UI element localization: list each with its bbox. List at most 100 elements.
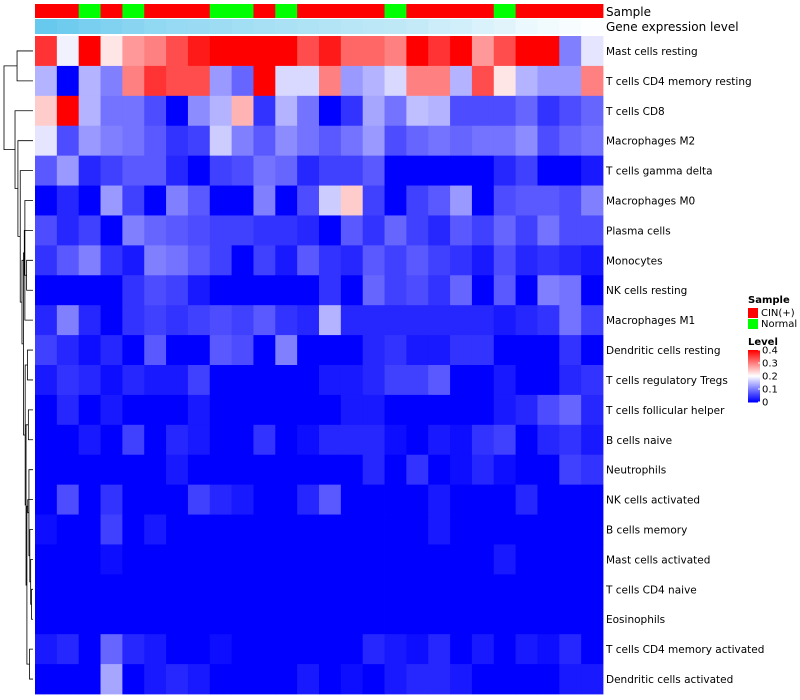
heatmap-cell bbox=[537, 215, 560, 246]
heatmap-cell bbox=[319, 365, 342, 396]
heatmap-cell bbox=[253, 544, 276, 575]
heatmap-cell bbox=[253, 574, 276, 605]
heatmap-cell bbox=[231, 185, 254, 216]
heatmap-cell bbox=[581, 245, 604, 276]
sample-annotation-cell bbox=[78, 4, 101, 18]
heatmap-cell bbox=[297, 365, 320, 396]
heatmap-cell bbox=[362, 544, 385, 575]
heatmap-cell bbox=[450, 36, 473, 67]
legend-colorbar-step bbox=[748, 362, 760, 364]
heatmap-cell bbox=[515, 65, 538, 97]
heatmap-cell bbox=[537, 125, 560, 157]
heatmap-cell bbox=[319, 394, 342, 426]
heatmap-cell bbox=[340, 305, 364, 336]
heatmap-cell bbox=[406, 424, 429, 456]
heatmap-cell bbox=[297, 305, 320, 336]
heatmap-cell bbox=[209, 394, 233, 426]
heatmap-cell bbox=[166, 604, 189, 635]
legend-colorbar-step bbox=[748, 380, 760, 382]
heatmap-cell bbox=[166, 36, 189, 67]
heatmap-cell bbox=[253, 185, 276, 216]
sample-annotation-cell bbox=[537, 4, 560, 18]
heatmap-cell bbox=[297, 604, 320, 635]
heatmap-cell bbox=[537, 664, 560, 695]
row-label: Macrophages M2 bbox=[606, 136, 695, 148]
sample-annotation-cell bbox=[428, 4, 451, 18]
heatmap-cell bbox=[559, 305, 582, 336]
heatmap-cell bbox=[537, 305, 560, 336]
legend-colorbar-step bbox=[748, 368, 760, 370]
heatmap-cell bbox=[406, 664, 429, 695]
heatmap-cell bbox=[406, 394, 429, 426]
heatmap-cell bbox=[406, 95, 429, 127]
heatmap-cell bbox=[340, 365, 364, 396]
heatmap-cell bbox=[100, 215, 123, 246]
heatmap-cell bbox=[493, 215, 517, 246]
heatmap-cell bbox=[493, 514, 517, 545]
heatmap-cell bbox=[231, 305, 254, 336]
heatmap-cell bbox=[35, 544, 58, 575]
heatmap-cell bbox=[428, 424, 451, 456]
legend-colorbar-step bbox=[748, 371, 760, 373]
heatmap-cell bbox=[231, 604, 254, 635]
gene-expression-annotation-cell bbox=[122, 19, 145, 34]
heatmap-cell bbox=[493, 634, 517, 665]
row-label: Mast cells resting bbox=[606, 46, 698, 58]
legend-colorbar-step bbox=[748, 384, 760, 386]
heatmap-cell bbox=[35, 125, 58, 157]
heatmap-cell bbox=[340, 514, 364, 545]
heatmap-cell bbox=[231, 574, 254, 605]
heatmap-cell bbox=[56, 36, 80, 67]
heatmap-cell bbox=[297, 664, 320, 695]
heatmap-cell bbox=[406, 454, 429, 486]
heatmap-cell bbox=[187, 215, 211, 246]
heatmap-cell bbox=[187, 394, 211, 426]
heatmap-cell bbox=[253, 36, 276, 67]
legend-colorbar-step bbox=[748, 364, 760, 366]
sample-annotation-cell bbox=[166, 4, 189, 18]
heatmap-cell bbox=[253, 305, 276, 336]
heatmap-cell bbox=[253, 454, 276, 486]
sample-annotation-cell bbox=[275, 4, 298, 18]
sample-annotation-cell bbox=[406, 4, 429, 18]
heatmap-cell bbox=[166, 245, 189, 276]
heatmap-cell bbox=[428, 484, 451, 515]
dendrogram-branch bbox=[27, 409, 33, 441]
heatmap-cell bbox=[275, 484, 298, 515]
heatmap-cell bbox=[581, 634, 604, 665]
heatmap-cell bbox=[35, 305, 58, 336]
heatmap-cell bbox=[471, 634, 495, 665]
row-label: T cells CD4 memory resting bbox=[605, 76, 752, 88]
heatmap-cell bbox=[275, 634, 298, 665]
heatmap-cell bbox=[319, 454, 342, 486]
heatmap-cell bbox=[231, 394, 254, 426]
heatmap-cell bbox=[428, 215, 451, 246]
heatmap-cell bbox=[537, 365, 560, 396]
heatmap-cell bbox=[297, 394, 320, 426]
heatmap-cell bbox=[362, 155, 385, 186]
dendrogram-branch bbox=[26, 259, 33, 291]
heatmap-cell bbox=[493, 484, 517, 515]
gene-expression-annotation-cell bbox=[450, 19, 473, 34]
heatmap-cell bbox=[231, 424, 254, 456]
heatmap-cell bbox=[559, 155, 582, 186]
heatmap-cell bbox=[362, 305, 385, 336]
heatmap-cell bbox=[384, 36, 407, 67]
legend-colorbar-step bbox=[748, 365, 760, 367]
heatmap-cell bbox=[166, 484, 189, 515]
heatmap-cell bbox=[209, 185, 233, 216]
heatmap-cell bbox=[78, 95, 101, 127]
heatmap-cell bbox=[450, 95, 473, 127]
heatmap-cell bbox=[56, 544, 80, 575]
heatmap-cell bbox=[35, 484, 58, 515]
heatmap-cell bbox=[340, 95, 364, 127]
heatmap-cell bbox=[428, 155, 451, 186]
heatmap-cell bbox=[559, 275, 582, 306]
heatmap-cell bbox=[187, 664, 211, 695]
heatmap-cell bbox=[515, 365, 538, 396]
gene-expression-annotation-cell bbox=[559, 19, 582, 34]
heatmap-cell bbox=[144, 365, 167, 396]
heatmap-cell bbox=[406, 634, 429, 665]
heatmap-cell bbox=[253, 664, 276, 695]
heatmap-cell bbox=[362, 604, 385, 635]
